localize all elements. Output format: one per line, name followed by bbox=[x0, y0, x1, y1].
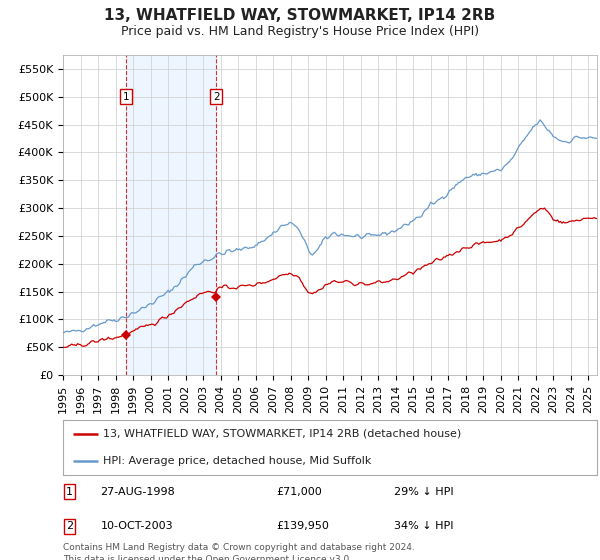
Text: HPI: Average price, detached house, Mid Suffolk: HPI: Average price, detached house, Mid … bbox=[103, 456, 371, 466]
Text: 27-AUG-1998: 27-AUG-1998 bbox=[100, 487, 175, 497]
Text: 34% ↓ HPI: 34% ↓ HPI bbox=[394, 521, 454, 531]
Text: Price paid vs. HM Land Registry's House Price Index (HPI): Price paid vs. HM Land Registry's House … bbox=[121, 25, 479, 38]
Text: 1: 1 bbox=[66, 487, 73, 497]
Text: 13, WHATFIELD WAY, STOWMARKET, IP14 2RB (detached house): 13, WHATFIELD WAY, STOWMARKET, IP14 2RB … bbox=[103, 429, 461, 438]
Bar bbox=[126, 55, 216, 375]
Text: 2: 2 bbox=[213, 92, 220, 102]
Text: 10-OCT-2003: 10-OCT-2003 bbox=[100, 521, 173, 531]
Text: 29% ↓ HPI: 29% ↓ HPI bbox=[394, 487, 454, 497]
Text: This data is licensed under the Open Government Licence v3.0.: This data is licensed under the Open Gov… bbox=[63, 556, 352, 560]
Text: 2: 2 bbox=[66, 521, 73, 531]
Text: £71,000: £71,000 bbox=[277, 487, 322, 497]
Text: Contains HM Land Registry data © Crown copyright and database right 2024.: Contains HM Land Registry data © Crown c… bbox=[63, 543, 415, 552]
Text: 13, WHATFIELD WAY, STOWMARKET, IP14 2RB: 13, WHATFIELD WAY, STOWMARKET, IP14 2RB bbox=[104, 8, 496, 23]
Text: £139,950: £139,950 bbox=[277, 521, 329, 531]
Text: 1: 1 bbox=[122, 92, 129, 102]
